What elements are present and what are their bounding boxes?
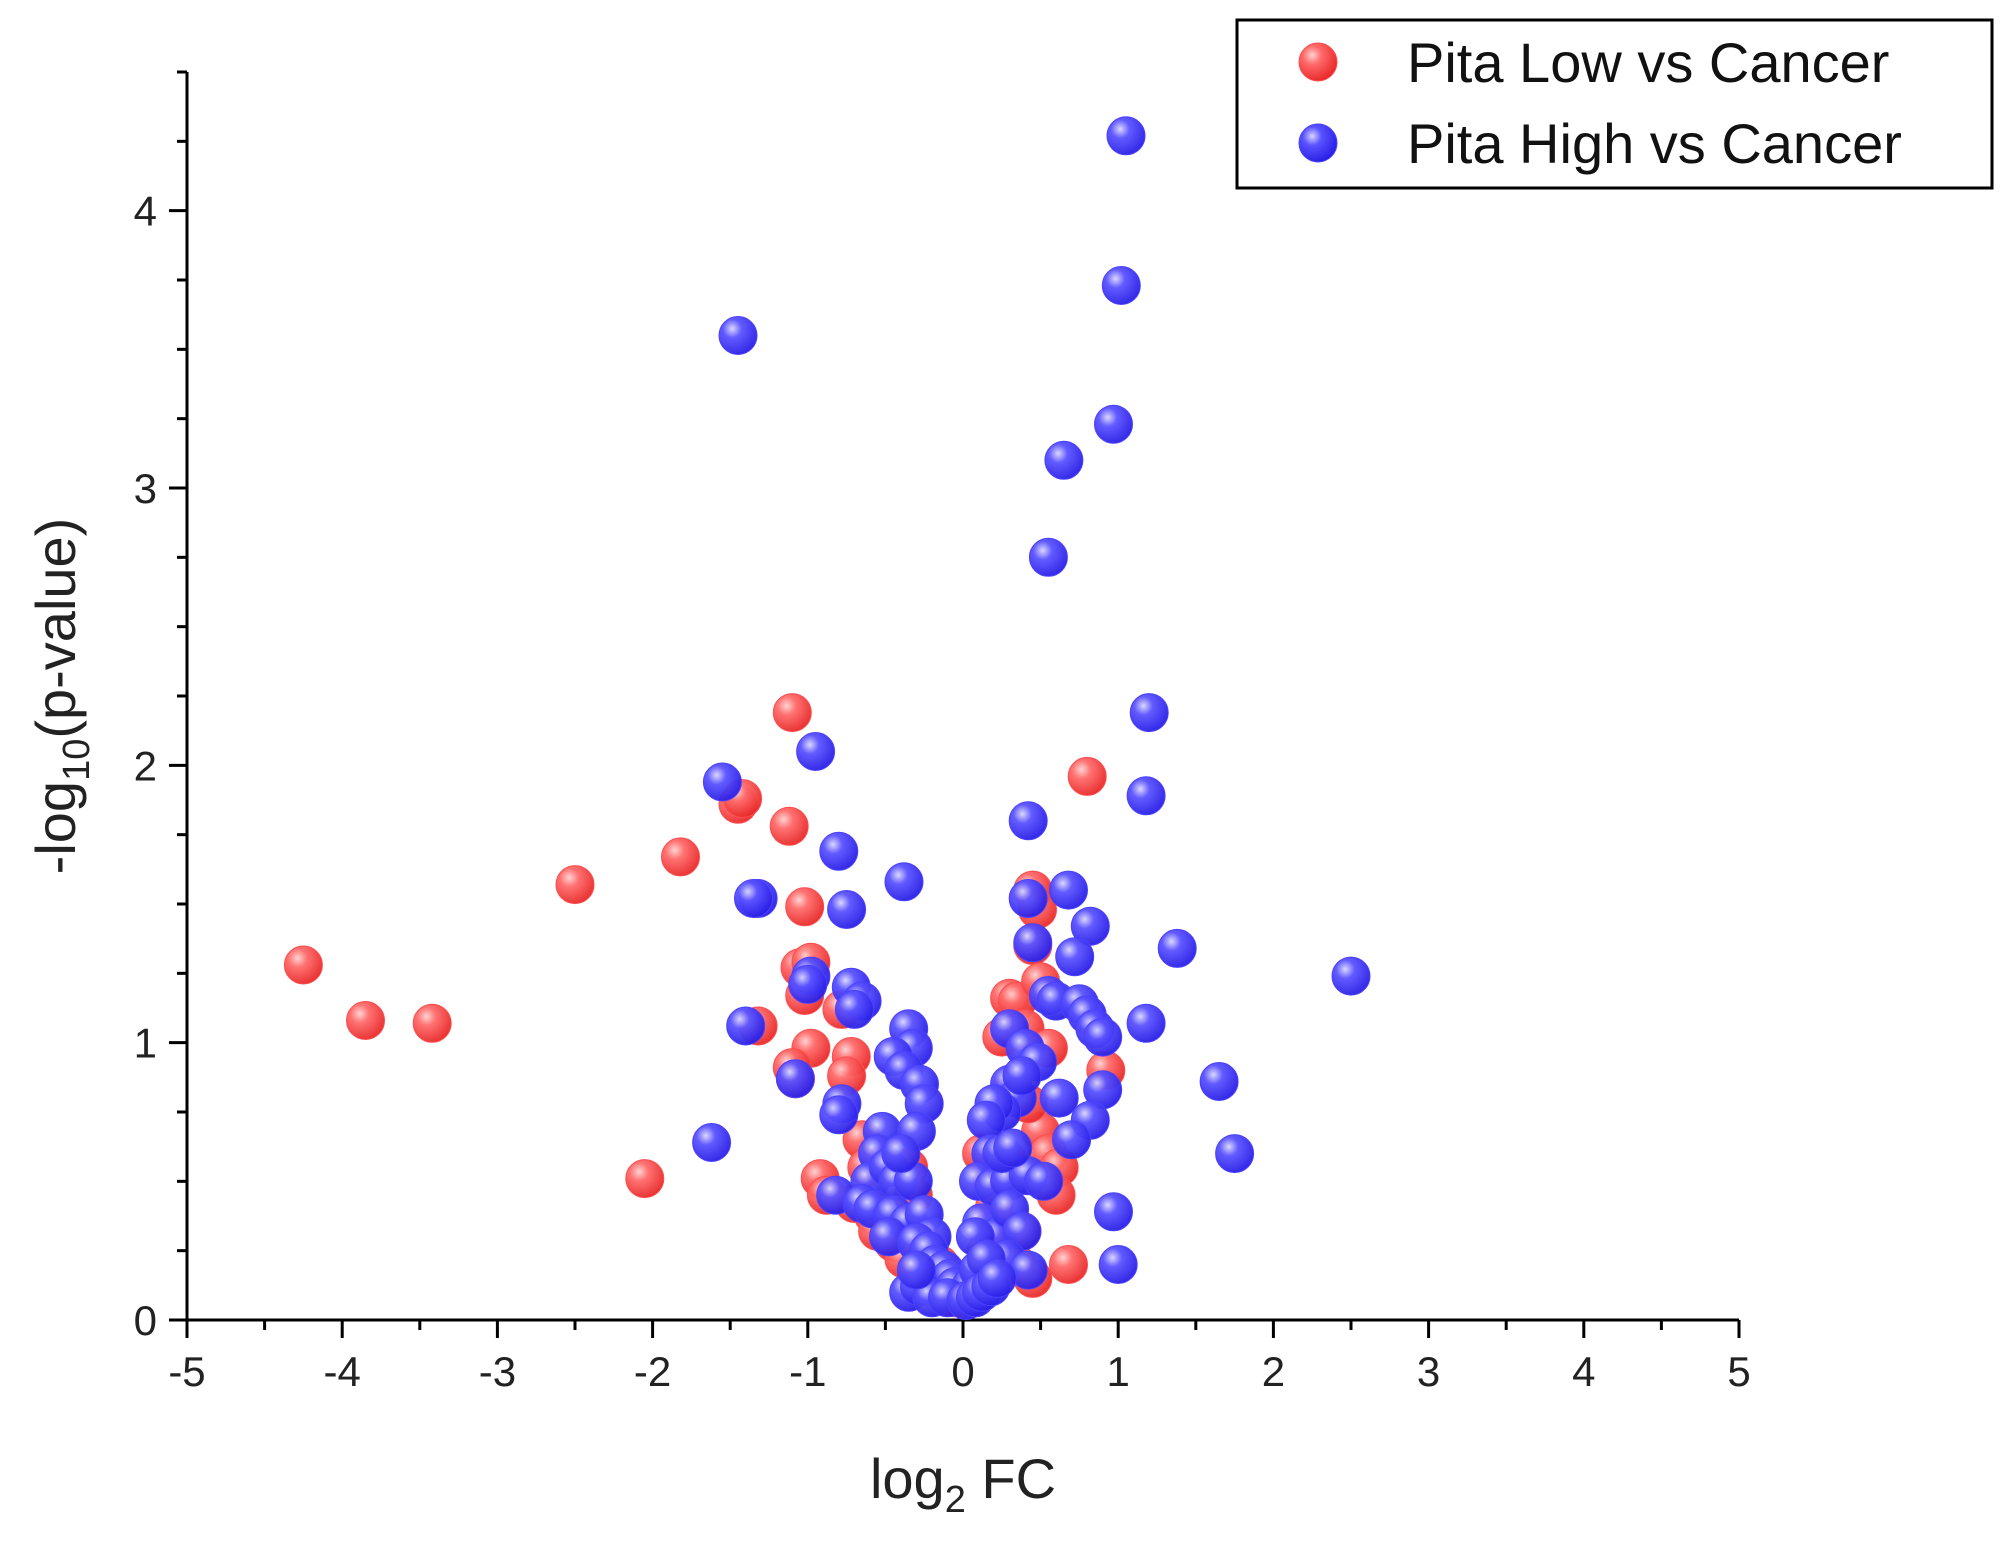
y-tick-label: 4 (134, 188, 157, 235)
point-high-vs-cancer (896, 1250, 936, 1290)
data-points (283, 116, 1371, 1321)
y-axis-title-subscript: 10 (56, 739, 98, 781)
point-high-vs-cancer (702, 762, 742, 802)
point-low-vs-cancer (661, 837, 700, 877)
point-high-vs-cancer (775, 1059, 815, 1099)
point-low-vs-cancer (412, 1003, 452, 1043)
point-high-vs-cancer (1044, 440, 1084, 480)
point-high-vs-cancer (1083, 1017, 1123, 1057)
point-high-vs-cancer (734, 879, 773, 918)
point-high-vs-cancer (1008, 879, 1048, 918)
point-high-vs-cancer (796, 732, 836, 771)
point-low-vs-cancer (555, 865, 595, 905)
point-high-vs-cancer (819, 831, 859, 871)
point-high-vs-cancer (1002, 1056, 1042, 1096)
point-high-vs-cancer (977, 1258, 1017, 1298)
tick-marks (169, 70, 1741, 1338)
point-high-vs-cancer (1008, 801, 1048, 841)
point-high-vs-cancer (1094, 1192, 1133, 1232)
point-low-vs-cancer (625, 1159, 665, 1199)
point-low-vs-cancer (1067, 756, 1107, 796)
point-low-vs-cancer (1049, 1245, 1088, 1284)
y-tick-label: 0 (134, 1297, 157, 1344)
point-high-vs-cancer (881, 1134, 921, 1174)
x-tick-label: 2 (1262, 1348, 1285, 1395)
point-high-vs-cancer (1215, 1134, 1255, 1174)
x-tick-label: -4 (324, 1348, 361, 1395)
point-high-vs-cancer (718, 316, 758, 355)
point-high-vs-cancer (966, 1100, 1006, 1140)
x-tick-labels: -5 -4 -3 -2 -1 0 1 2 3 4 5 (168, 1348, 1750, 1395)
point-low-vs-cancer (785, 887, 825, 927)
point-high-vs-cancer (1199, 1062, 1239, 1101)
legend-label-high: Pita High vs Cancer (1407, 112, 1902, 175)
x-axis-title-subscript: 2 (945, 1479, 966, 1521)
point-high-vs-cancer (993, 1128, 1033, 1168)
point-high-vs-cancer (1101, 266, 1141, 305)
point-high-vs-cancer (884, 862, 924, 902)
axes (185, 72, 1739, 1322)
y-tick-labels: 0 1 2 3 4 (134, 188, 157, 1344)
legend-box (1235, 18, 1994, 190)
point-high-vs-cancer (834, 989, 874, 1029)
point-high-vs-cancer (726, 1006, 766, 1046)
point-high-vs-cancer (1157, 928, 1197, 968)
x-tick-label: 0 (951, 1348, 974, 1395)
x-tick-label: 4 (1572, 1348, 1595, 1395)
x-tick-label: 5 (1727, 1348, 1750, 1395)
series-high (692, 116, 1371, 1321)
x-tick-label: -3 (479, 1348, 516, 1395)
y-tick-label: 3 (134, 465, 157, 512)
point-high-vs-cancer (1055, 937, 1095, 977)
point-high-vs-cancer (1129, 693, 1169, 733)
point-high-vs-cancer (827, 890, 867, 929)
point-high-vs-cancer (1024, 1161, 1064, 1201)
point-high-vs-cancer (1052, 1120, 1092, 1160)
legend: Pita Low vs Cancer Pita High vs Cancer (1235, 18, 1994, 190)
legend-label-low: Pita Low vs Cancer (1407, 31, 1889, 94)
x-tick-label: 3 (1417, 1348, 1440, 1395)
point-high-vs-cancer (692, 1123, 732, 1162)
x-tick-label: 1 (1107, 1348, 1130, 1395)
point-high-vs-cancer (788, 964, 828, 1004)
point-low-vs-cancer (346, 1001, 385, 1040)
point-high-vs-cancer (1331, 956, 1371, 996)
legend-marker-low (1298, 42, 1338, 82)
point-low-vs-cancer (283, 945, 323, 985)
x-tick-label: -2 (634, 1348, 671, 1395)
point-high-vs-cancer (1028, 537, 1068, 577)
point-high-vs-cancer (1126, 1003, 1166, 1043)
point-low-vs-cancer (772, 693, 812, 733)
x-tick-label: -1 (789, 1348, 826, 1395)
point-high-vs-cancer (1039, 1078, 1079, 1118)
x-tick-label: -5 (168, 1348, 205, 1395)
y-axis-title: -log10(p-value) (24, 518, 98, 875)
point-high-vs-cancer (1098, 1245, 1138, 1284)
point-high-vs-cancer (819, 1095, 859, 1135)
point-high-vs-cancer (1094, 404, 1133, 444)
y-tick-label: 1 (134, 1020, 157, 1067)
y-tick-label: 2 (134, 742, 157, 789)
point-high-vs-cancer (1126, 776, 1166, 816)
point-low-vs-cancer (769, 806, 809, 846)
point-high-vs-cancer (1106, 116, 1146, 156)
point-high-vs-cancer (1049, 870, 1088, 910)
legend-marker-high (1298, 123, 1338, 163)
x-axis-title: log2 FC (870, 1447, 1056, 1521)
point-high-vs-cancer (1013, 923, 1053, 963)
